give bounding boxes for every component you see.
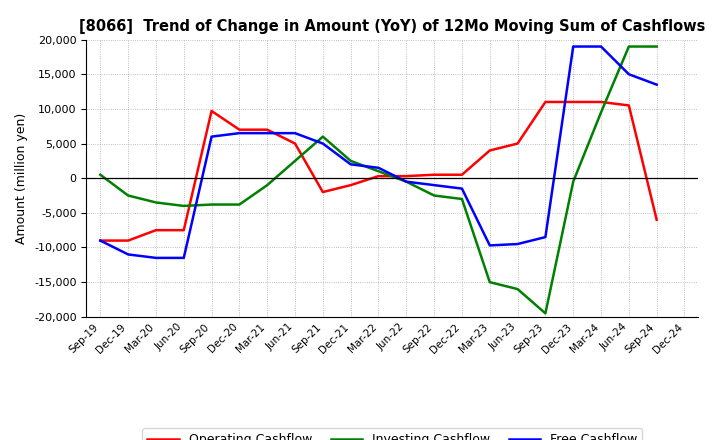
Investing Cashflow bbox=[652, 44, 661, 49]
Title: [8066]  Trend of Change in Amount (YoY) of 12Mo Moving Sum of Cashflows: [8066] Trend of Change in Amount (YoY) o… bbox=[79, 19, 706, 34]
Investing Cashflow bbox=[346, 158, 355, 164]
Investing Cashflow bbox=[96, 172, 104, 177]
Operating Cashflow bbox=[96, 238, 104, 243]
Investing Cashflow bbox=[541, 311, 550, 316]
Free Cashflow bbox=[152, 255, 161, 260]
Free Cashflow bbox=[513, 242, 522, 247]
Investing Cashflow bbox=[263, 183, 271, 188]
Investing Cashflow bbox=[374, 169, 383, 174]
Operating Cashflow bbox=[235, 127, 243, 132]
Operating Cashflow bbox=[179, 227, 188, 233]
Free Cashflow bbox=[541, 235, 550, 240]
Free Cashflow bbox=[597, 44, 606, 49]
Investing Cashflow bbox=[569, 179, 577, 184]
Free Cashflow bbox=[96, 238, 104, 243]
Free Cashflow bbox=[485, 243, 494, 248]
Investing Cashflow bbox=[152, 200, 161, 205]
Line: Operating Cashflow: Operating Cashflow bbox=[100, 102, 657, 241]
Operating Cashflow bbox=[485, 148, 494, 153]
Line: Investing Cashflow: Investing Cashflow bbox=[100, 47, 657, 313]
Free Cashflow bbox=[179, 255, 188, 260]
Free Cashflow bbox=[124, 252, 132, 257]
Operating Cashflow bbox=[291, 141, 300, 146]
Investing Cashflow bbox=[402, 179, 410, 184]
Free Cashflow bbox=[569, 44, 577, 49]
Operating Cashflow bbox=[458, 172, 467, 177]
Free Cashflow bbox=[346, 161, 355, 167]
Operating Cashflow bbox=[152, 227, 161, 233]
Free Cashflow bbox=[374, 165, 383, 170]
Free Cashflow bbox=[235, 131, 243, 136]
Investing Cashflow bbox=[235, 202, 243, 207]
Free Cashflow bbox=[430, 183, 438, 188]
Operating Cashflow bbox=[652, 217, 661, 222]
Operating Cashflow bbox=[513, 141, 522, 146]
Free Cashflow bbox=[291, 131, 300, 136]
Operating Cashflow bbox=[569, 99, 577, 105]
Operating Cashflow bbox=[318, 189, 327, 194]
Free Cashflow bbox=[402, 179, 410, 184]
Operating Cashflow bbox=[263, 127, 271, 132]
Investing Cashflow bbox=[124, 193, 132, 198]
Investing Cashflow bbox=[458, 196, 467, 202]
Line: Free Cashflow: Free Cashflow bbox=[100, 47, 657, 258]
Operating Cashflow bbox=[124, 238, 132, 243]
Operating Cashflow bbox=[541, 99, 550, 105]
Operating Cashflow bbox=[207, 108, 216, 114]
Investing Cashflow bbox=[513, 286, 522, 292]
Investing Cashflow bbox=[624, 44, 633, 49]
Free Cashflow bbox=[624, 72, 633, 77]
Investing Cashflow bbox=[597, 110, 606, 115]
Investing Cashflow bbox=[291, 158, 300, 164]
Free Cashflow bbox=[207, 134, 216, 139]
Legend: Operating Cashflow, Investing Cashflow, Free Cashflow: Operating Cashflow, Investing Cashflow, … bbox=[143, 429, 642, 440]
Operating Cashflow bbox=[346, 183, 355, 188]
Free Cashflow bbox=[458, 186, 467, 191]
Operating Cashflow bbox=[624, 103, 633, 108]
Free Cashflow bbox=[263, 131, 271, 136]
Investing Cashflow bbox=[179, 203, 188, 209]
Operating Cashflow bbox=[374, 173, 383, 179]
Investing Cashflow bbox=[318, 134, 327, 139]
Investing Cashflow bbox=[430, 193, 438, 198]
Free Cashflow bbox=[318, 141, 327, 146]
Investing Cashflow bbox=[485, 279, 494, 285]
Y-axis label: Amount (million yen): Amount (million yen) bbox=[16, 113, 29, 244]
Operating Cashflow bbox=[402, 173, 410, 179]
Investing Cashflow bbox=[207, 202, 216, 207]
Operating Cashflow bbox=[597, 99, 606, 105]
Free Cashflow bbox=[652, 82, 661, 87]
Operating Cashflow bbox=[430, 172, 438, 177]
